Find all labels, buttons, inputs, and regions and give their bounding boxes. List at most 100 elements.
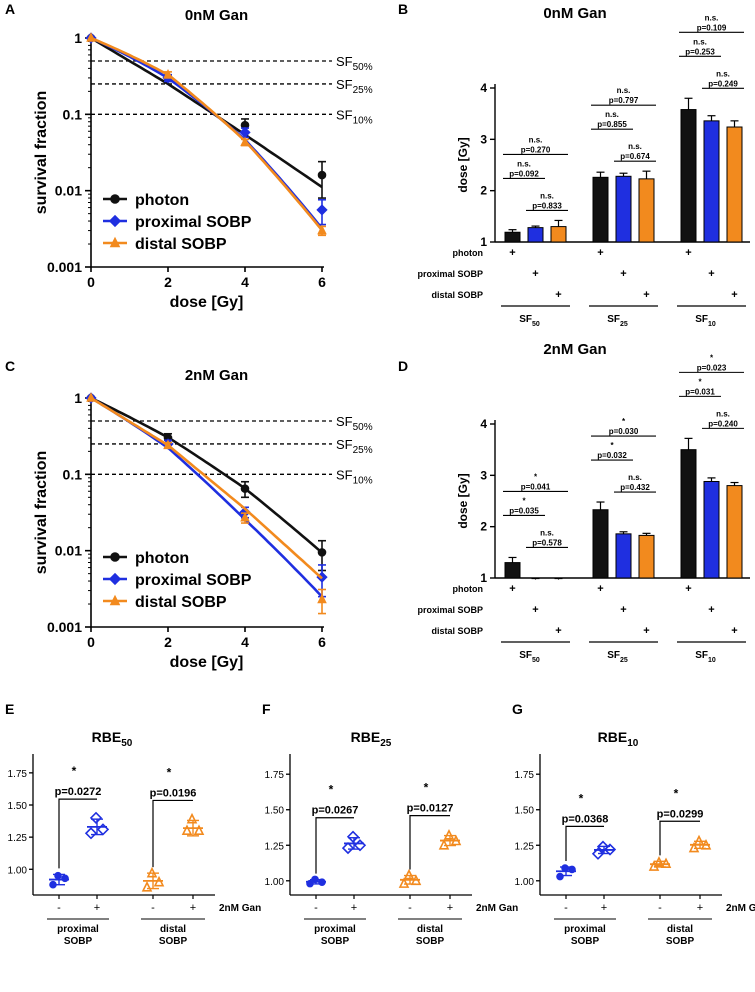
panel-g-y-tick-label: 1.50 xyxy=(515,806,535,817)
panel-d-bar-distal xyxy=(638,534,655,579)
panel-f-sig-bracket xyxy=(315,817,354,874)
panel-c-legend-label-proximal: proximal SOBP xyxy=(135,572,252,589)
panel-b-y-tick-label: 3 xyxy=(480,132,487,146)
panel-a-legend-label-proximal: proximal SOBP xyxy=(135,214,252,231)
panel-d-sig-pvalue: p=0.031 xyxy=(685,387,715,396)
panel-d-plus-marker: + xyxy=(708,604,714,616)
panel-b-sig-star: n.s. xyxy=(693,37,707,46)
panel-b-bar-photon xyxy=(680,109,697,243)
panel-c-point-photon xyxy=(317,548,327,557)
panel-d-bar-proximal xyxy=(615,533,632,579)
panel-b-sig-pvalue: p=0.109 xyxy=(697,23,727,32)
panel-c-point-distal xyxy=(317,593,327,604)
panel-d-row-label: proximal SOBP xyxy=(417,605,483,615)
panel-g-sig-bracket xyxy=(565,825,604,862)
panel-d-y-tick-label: 2 xyxy=(480,520,487,534)
panel-e-sig-star: * xyxy=(167,765,172,779)
panel-b-sig-star: n.s. xyxy=(617,86,631,95)
panel-b-sig-star: n.s. xyxy=(705,13,719,22)
panel-b-bar-distal xyxy=(638,178,655,243)
panel-letter-d: D xyxy=(398,358,408,374)
panel-e-point xyxy=(153,875,165,887)
panel-e-condition-label: 2nM Gan xyxy=(219,903,261,914)
panel-c-y-axis-label: survival fraction xyxy=(33,451,50,575)
panel-a-y-tick-label: 0.001 xyxy=(47,259,82,275)
panel-a-point-distal xyxy=(163,68,173,79)
panel-b-row-label: distal SOBP xyxy=(431,290,483,300)
panel-f-point xyxy=(341,841,355,855)
panel-d-y-tick-label: 3 xyxy=(480,468,487,482)
panel-b-plus-marker: + xyxy=(620,268,626,280)
panel-d-sig-pvalue: p=0.578 xyxy=(532,538,562,547)
panel-b-plus-marker: + xyxy=(708,268,714,280)
panel-e-sig-pvalue: p=0.0196 xyxy=(150,787,197,799)
panel-f-point xyxy=(438,838,450,850)
panel-g-condition-label: 2nM Gan xyxy=(726,903,755,914)
panel-a-ref-label-10: SF10% xyxy=(336,107,373,126)
panel-c-fit-proximal xyxy=(90,396,323,598)
panel-a-ref-label-25: SF25% xyxy=(336,77,373,96)
panel-d-bar-photon xyxy=(592,509,609,579)
panel-f-y-tick-label: 1.75 xyxy=(265,770,285,781)
panel-b-sig-pvalue: p=0.674 xyxy=(620,152,650,161)
panel-g-y-tick-label: 1.00 xyxy=(515,877,535,888)
panel-f-x-tick-label: + xyxy=(447,902,453,914)
panel-e-sig-pvalue: p=0.0272 xyxy=(55,786,102,798)
panel-c-legend-label-distal: distal SOBP xyxy=(135,594,227,611)
panel-c-legend-marker-proximal xyxy=(108,572,122,586)
panel-e-y-tick-label: 1.50 xyxy=(8,801,28,812)
panel-b-y-tick-label: 4 xyxy=(480,81,487,95)
panel-e-sig-bracket xyxy=(58,798,97,869)
panel-c-y-tick-label: 0.01 xyxy=(55,543,82,559)
panel-f-point xyxy=(353,839,367,852)
panel-g-point xyxy=(603,843,617,856)
panel-f-point xyxy=(318,878,326,887)
panel-g-group-label: proximal xyxy=(564,924,606,935)
panel-f-point xyxy=(450,834,462,846)
panel-f-sig-star: * xyxy=(424,781,429,795)
panel-c-point-distal xyxy=(86,392,96,402)
panel-d-sig-star: n.s. xyxy=(628,473,642,482)
panel-g-point xyxy=(688,841,700,853)
panel-d-bar-photon xyxy=(504,562,521,579)
panel-c-point-distal xyxy=(163,439,173,450)
panel-d-sig-pvalue: p=0.035 xyxy=(509,506,539,515)
panel-g-point xyxy=(648,860,660,871)
panel-c-y-tick-label: 0.001 xyxy=(47,619,82,635)
panel-d-plus-marker: + xyxy=(597,583,603,595)
panel-d-plus-marker: + xyxy=(532,604,538,616)
panel-d-sig-star: * xyxy=(622,417,626,426)
panel-d-plus-marker: + xyxy=(731,625,737,637)
panel-e-x-tick-label: - xyxy=(151,902,155,914)
panel-d-bar-proximal xyxy=(703,480,720,579)
panel-e-point xyxy=(181,824,193,836)
panel-b-plus-marker: + xyxy=(685,247,691,259)
panel-f-y-tick-label: 1.00 xyxy=(265,877,285,888)
panel-a-point-distal xyxy=(86,32,96,42)
panel-a-point-photon xyxy=(317,170,327,180)
panel-g-point xyxy=(556,872,564,881)
panel-a-point-proximal xyxy=(316,204,328,216)
panel-a-ref-label-50: SF50% xyxy=(336,54,373,73)
panel-letter-c: C xyxy=(5,358,15,374)
panel-e-group-label: proximal xyxy=(57,924,99,935)
panel-g-x-tick-label: + xyxy=(697,902,703,914)
panel-letter-a: A xyxy=(5,1,15,17)
panel-a-legend-marker-distal xyxy=(109,236,121,248)
panel-d-sig-star: * xyxy=(522,496,526,505)
panel-d-y-axis-label: dose [Gy] xyxy=(456,473,470,528)
panel-d-sig-star: * xyxy=(610,441,614,450)
panel-d-row-label: photon xyxy=(453,584,484,594)
panel-d-sig-star: n.s. xyxy=(716,409,730,418)
panel-e-x-tick-label: - xyxy=(57,902,61,914)
panel-d-bar-distal xyxy=(726,485,743,579)
panel-b-sig-pvalue: p=0.797 xyxy=(609,96,639,105)
panel-e-point xyxy=(186,812,198,824)
panel-g-point xyxy=(568,865,576,874)
panel-e-y-tick-label: 1.25 xyxy=(8,833,28,844)
panel-b-bar-proximal xyxy=(703,120,720,243)
panel-e-group-label: SOBP xyxy=(64,936,93,947)
panel-d-plus-marker: + xyxy=(643,625,649,637)
panel-f-group-label: SOBP xyxy=(321,936,350,947)
panel-c-x-tick-label: 2 xyxy=(164,634,172,650)
